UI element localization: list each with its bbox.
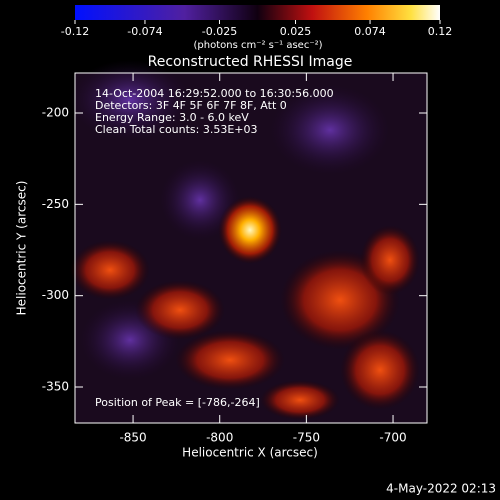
x-tick-label: -750	[293, 431, 320, 445]
x-tick-label: -850	[119, 431, 146, 445]
y-tick-label: -300	[42, 288, 69, 302]
colorbar-label: (photons cm⁻² s⁻¹ asec⁻²)	[193, 40, 322, 51]
colorbar-tick-label: 0.074	[354, 25, 386, 38]
timestamp: 4-May-2022 02:13	[386, 482, 496, 496]
colorbar-tick-label: 0.025	[280, 25, 312, 38]
y-tick-label: -200	[42, 106, 69, 120]
info-line: Clean Total counts: 3.53E+03	[95, 123, 258, 136]
colorbar	[75, 5, 440, 20]
image	[70, 60, 427, 423]
y-tick-label: -250	[42, 197, 69, 211]
chart-title: Reconstructed RHESSI Image	[148, 54, 353, 70]
y-axis-label: Heliocentric Y (arcsec)	[15, 181, 29, 316]
colorbar-tick-label: 0.12	[428, 25, 453, 38]
info-line: Detectors: 3F 4F 5F 6F 7F 8F, Att 0	[95, 99, 287, 112]
info-line: Energy Range: 3.0 - 6.0 keV	[95, 111, 249, 124]
x-axis-label: Heliocentric X (arcsec)	[182, 446, 318, 460]
plot-frame	[74, 72, 428, 424]
x-tick-label: -700	[379, 431, 406, 445]
peak-label: Position of Peak = [-786,-264]	[95, 396, 260, 409]
x-tick-label: -800	[206, 431, 233, 445]
colorbar-tick-label: -0.074	[127, 25, 162, 38]
colorbar-tick-label: -0.12	[61, 25, 89, 38]
info-line: 14-Oct-2004 16:29:52.000 to 16:30:56.000	[95, 87, 334, 100]
y-tick-label: -350	[42, 380, 69, 394]
colorbar-tick-label: -0.025	[202, 25, 237, 38]
